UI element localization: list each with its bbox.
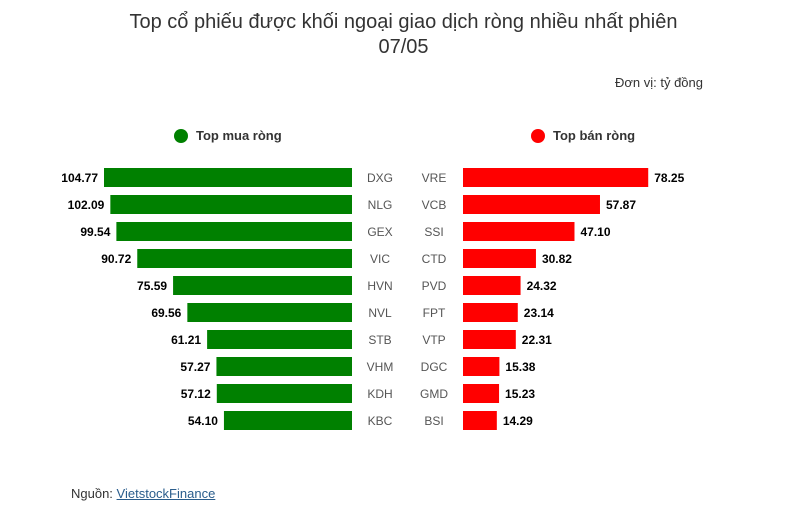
buy-bar [137,249,352,268]
buy-bar [173,276,352,295]
buy-bar [116,222,352,241]
buy-value-label: 57.12 [181,387,211,401]
sell-ticker-label: BSI [424,414,443,428]
sell-bar [463,411,497,430]
sell-value-label: 14.29 [503,414,533,428]
buy-value-label: 102.09 [68,198,105,212]
source-link[interactable]: VietstockFinance [116,486,216,501]
buy-value-label: 54.10 [188,414,218,428]
legend-sell-dot [531,128,545,143]
source-prefix: Nguồn: [71,486,117,501]
sell-ticker-label: GMD [420,387,448,401]
buy-bar [216,357,352,376]
buy-ticker-label: HVN [367,279,392,293]
buy-ticker-label: VHM [367,360,394,374]
buy-value-label: 99.54 [80,225,110,239]
sell-bar [463,276,521,295]
buy-bar [216,384,352,403]
sell-value-label: 78.25 [654,171,684,185]
buy-bar [187,303,352,322]
sell-value-label: 15.23 [505,387,535,401]
sell-ticker-label: DGC [421,360,448,374]
sell-ticker-label: VCB [422,198,447,212]
sell-ticker-label: CTD [422,252,447,266]
sell-bar [463,195,600,214]
sell-bar [463,303,518,322]
sell-bar [463,249,536,268]
sell-value-label: 30.82 [542,252,572,266]
sell-value-label: 22.31 [522,333,552,347]
buy-ticker-label: DXG [367,171,393,185]
sell-ticker-label: VTP [422,333,445,347]
chart-title-line1: Top cổ phiếu được khối ngoại giao dịch r… [129,11,678,33]
buy-ticker-label: KBC [368,414,393,428]
legend-sell-label: Top bán ròng [553,128,636,143]
buy-value-label: 75.59 [137,279,167,293]
chart-title-line2: 07/05 [378,36,429,58]
buy-ticker-label: NVL [368,306,392,320]
sell-bar [463,384,500,403]
sell-value-label: 24.32 [527,279,557,293]
buy-bar [207,330,352,349]
buy-ticker-label: STB [368,333,391,347]
buy-value-label: 69.56 [151,306,181,320]
buy-ticker-label: NLG [368,198,393,212]
buy-ticker-label: GEX [367,225,392,239]
legend-buy: Top mua ròng [174,128,282,143]
buy-bar [110,195,352,214]
sell-bar [463,168,649,187]
sell-ticker-label: PVD [422,279,447,293]
source-line: Nguồn: VietstockFinance [71,486,215,501]
sell-bar [463,222,575,241]
sell-value-label: 57.87 [606,198,636,212]
sell-value-label: 47.10 [580,225,610,239]
legend-buy-dot [174,128,188,143]
unit-label: Đơn vị: tỷ đồng [614,75,703,90]
buy-value-label: 61.21 [171,333,201,347]
sell-ticker-label: SSI [424,225,443,239]
sell-value-label: 15.38 [505,360,535,374]
legend-buy-label: Top mua ròng [196,128,282,143]
buy-ticker-label: KDH [367,387,392,401]
buy-bar [223,411,352,430]
sell-bar [463,357,500,376]
sell-value-label: 23.14 [524,306,554,320]
sell-ticker-label: VRE [422,171,447,185]
buy-value-label: 57.27 [180,360,210,374]
sell-ticker-label: FPT [423,306,446,320]
buy-value-label: 90.72 [101,252,131,266]
legend-sell: Top bán ròng [531,128,635,143]
chart-title: Top cổ phiếu được khối ngoại giao dịch r… [0,10,807,60]
buy-bar [104,168,352,187]
sell-bar [463,330,516,349]
buy-value-label: 104.77 [61,171,98,185]
buy-ticker-label: VIC [370,252,390,266]
